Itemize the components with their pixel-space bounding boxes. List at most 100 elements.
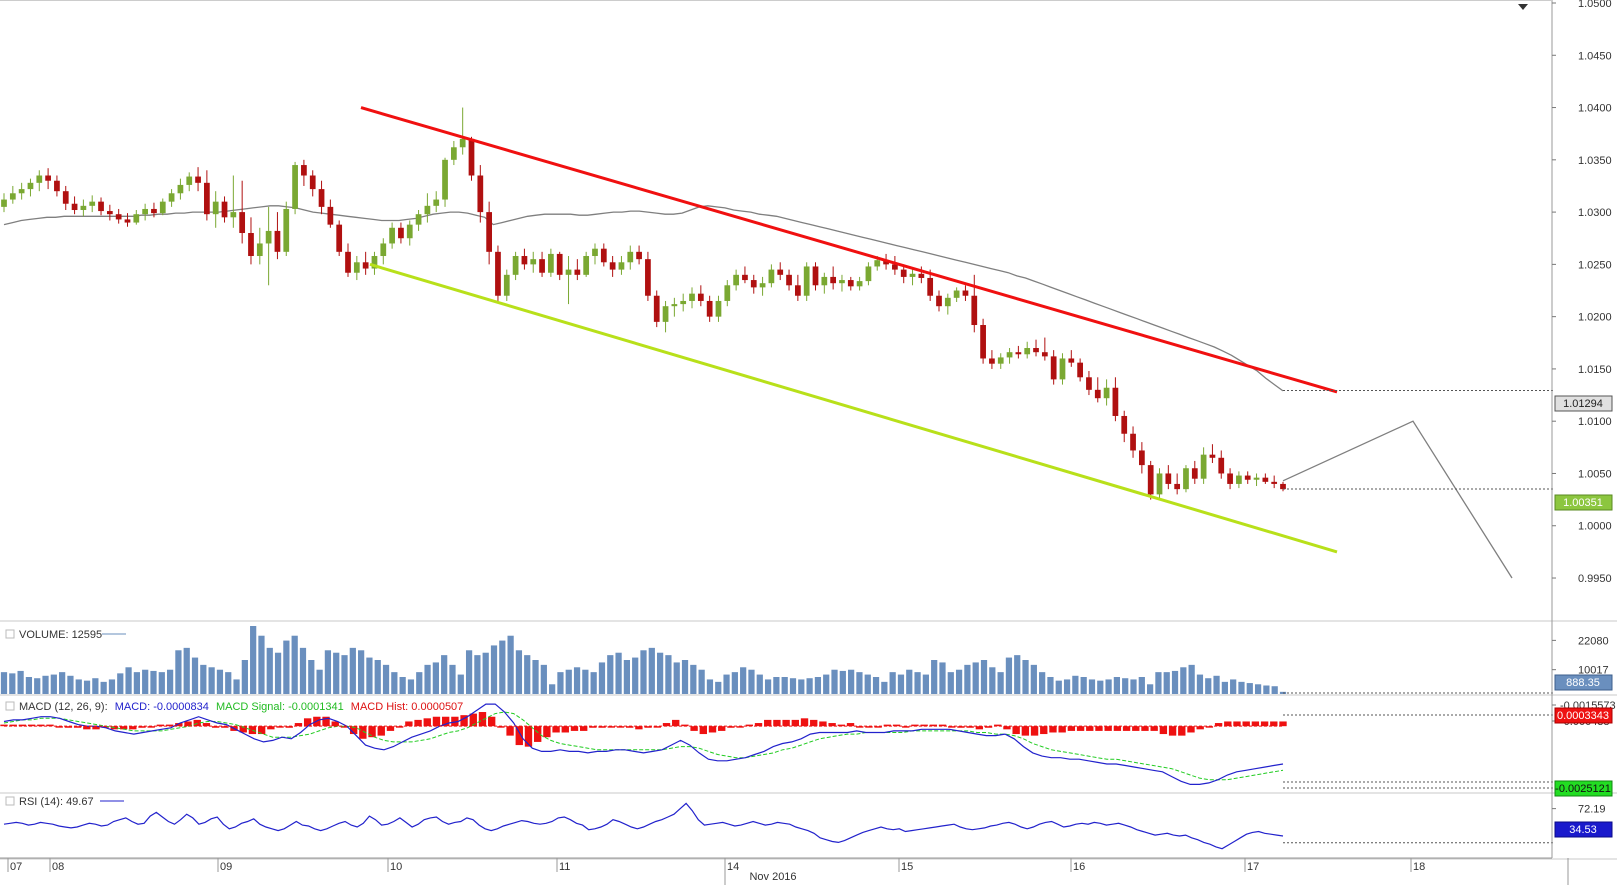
macd-hist-bar xyxy=(681,724,689,727)
volume-bar xyxy=(166,669,174,694)
candle-body xyxy=(62,191,69,204)
macd-title-prefix: MACD (12, 26, 9): xyxy=(19,701,108,713)
volume-bar xyxy=(665,655,672,694)
macd-hist-bar xyxy=(810,719,818,727)
volume-bar xyxy=(1105,679,1112,694)
chevron-down-icon[interactable] xyxy=(1518,4,1528,10)
volume-bar xyxy=(764,679,772,694)
volume-close-icon[interactable] xyxy=(5,629,15,639)
y-tick-label: 1.0200 xyxy=(1578,312,1612,324)
macd-hist-bar xyxy=(754,723,763,727)
volume-bar xyxy=(931,660,938,694)
volume-bar xyxy=(258,635,265,694)
candle-body xyxy=(645,259,651,296)
y-tick-label: 1.0400 xyxy=(1578,103,1612,115)
upper-trend-line xyxy=(360,106,1338,394)
macd-hist-bar xyxy=(1076,726,1085,731)
candle-body xyxy=(292,165,298,209)
volume-bar xyxy=(1138,677,1145,694)
volume-bar xyxy=(83,680,91,694)
candle-body xyxy=(1244,475,1251,480)
volume-bar xyxy=(598,662,606,694)
candle-body xyxy=(697,293,704,301)
date-tick-label: 09 xyxy=(220,861,232,873)
candle-body xyxy=(450,147,457,160)
macd-hist-bar xyxy=(902,726,910,728)
macd-hist-bar xyxy=(865,726,873,728)
candle-body xyxy=(530,259,537,265)
macd-hist-bar xyxy=(552,726,560,733)
volume-bar xyxy=(731,672,738,694)
candle-body xyxy=(927,277,934,296)
macd-hist-bar xyxy=(524,726,533,747)
volume-bar xyxy=(573,667,581,694)
candle-body xyxy=(1050,356,1057,380)
candle-body xyxy=(618,262,625,270)
candle-body xyxy=(353,262,360,273)
volume-bar xyxy=(465,650,473,694)
candle-body xyxy=(794,285,801,296)
volume-bar xyxy=(789,678,797,694)
macd-close-icon[interactable] xyxy=(5,701,15,711)
candle-body xyxy=(98,201,104,212)
volume-bar xyxy=(1005,657,1013,694)
volume-bar xyxy=(1230,679,1237,694)
date-tick-label: 07 xyxy=(10,861,22,873)
candle-body xyxy=(230,212,237,218)
macd-hist-bar xyxy=(1242,721,1250,727)
volume-bar xyxy=(441,655,448,694)
volume-bar xyxy=(316,669,323,694)
macd-hist-bar xyxy=(929,724,938,727)
macd-hist-bar xyxy=(55,726,63,728)
candle-body xyxy=(1253,477,1260,480)
date-tick-label: 18 xyxy=(1413,861,1425,873)
candle-body xyxy=(733,274,739,286)
volume-bar xyxy=(1188,664,1195,694)
volume-bar xyxy=(922,674,929,694)
macd-hist-bar xyxy=(1104,726,1112,731)
date-tick-label: 11 xyxy=(559,861,570,873)
macd-legend: MACD (12, 26, 9): MACD: -0.0000834 MACD … xyxy=(5,701,463,713)
candle-body xyxy=(1077,362,1083,378)
lower-trend-line xyxy=(369,262,1338,554)
candle-body xyxy=(680,300,687,305)
candle-body xyxy=(115,214,122,220)
volume-bar xyxy=(1113,677,1121,694)
macd-hist-bar xyxy=(175,723,183,727)
macd-hist-bar xyxy=(1224,721,1232,727)
candle-body xyxy=(583,256,590,275)
candle-body xyxy=(1156,473,1163,495)
candle-body xyxy=(786,274,792,286)
candle-body xyxy=(653,295,660,322)
volume-bar xyxy=(1246,683,1253,694)
macd-hist-bar xyxy=(349,726,358,735)
candle-body xyxy=(715,300,722,317)
volume-bar xyxy=(399,677,406,694)
macd-hist-bar xyxy=(672,719,680,727)
macd-hist-bar xyxy=(773,719,781,727)
volume-bar xyxy=(1155,672,1162,694)
rsi-close-icon[interactable] xyxy=(5,796,15,806)
macd-title: MACD (12, 26, 9): MACD: -0.0000834 MACD … xyxy=(19,701,463,713)
candle-body xyxy=(874,260,881,267)
volume-bar xyxy=(175,650,182,694)
volume-bar xyxy=(590,672,597,694)
macd-hist-bar xyxy=(1012,726,1020,735)
volume-bar xyxy=(9,673,16,694)
macd-hist-bar xyxy=(911,724,919,727)
macd-hist-bar xyxy=(506,726,514,736)
candle-body xyxy=(662,306,669,322)
candle-body xyxy=(512,256,519,275)
candle-body xyxy=(1006,352,1013,358)
macd-hist-bar xyxy=(322,716,330,727)
y-tick-label: 1.0450 xyxy=(1578,50,1612,62)
candle-body xyxy=(671,304,678,307)
volume-bar xyxy=(266,647,273,694)
volume-bar xyxy=(715,681,722,694)
volume-bar xyxy=(283,640,290,694)
candle-body xyxy=(609,262,616,270)
candle-body xyxy=(195,176,201,183)
candle-body xyxy=(80,205,87,211)
